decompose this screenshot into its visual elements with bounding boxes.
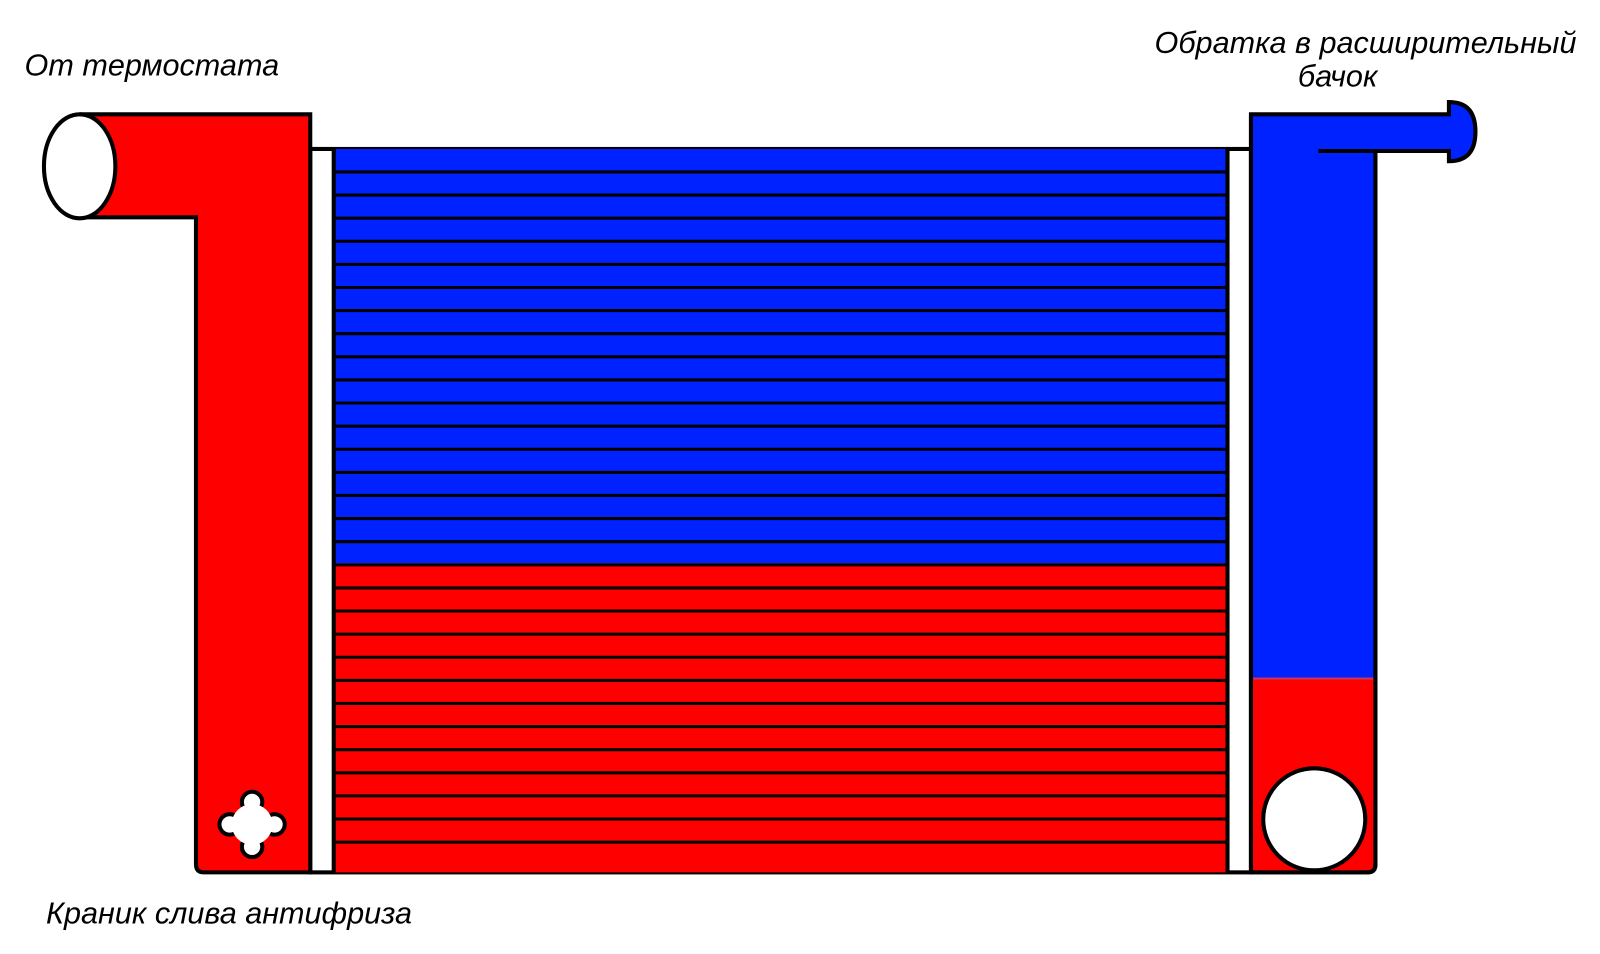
core-hot bbox=[333, 563, 1228, 873]
left-tank bbox=[79, 112, 313, 875]
inlet-label: От термостата bbox=[25, 49, 280, 83]
filler-opening bbox=[1261, 766, 1368, 873]
outlet-label: бачок bbox=[1298, 60, 1379, 94]
core-tubes bbox=[333, 170, 1228, 844]
drain-valve bbox=[217, 789, 287, 860]
inlet-opening bbox=[41, 112, 118, 221]
drain-label: Краник слива антифриза bbox=[46, 896, 412, 930]
outlet-label: Обратка в расширительный bbox=[1155, 26, 1577, 60]
right-tank-outline bbox=[1248, 114, 1378, 875]
